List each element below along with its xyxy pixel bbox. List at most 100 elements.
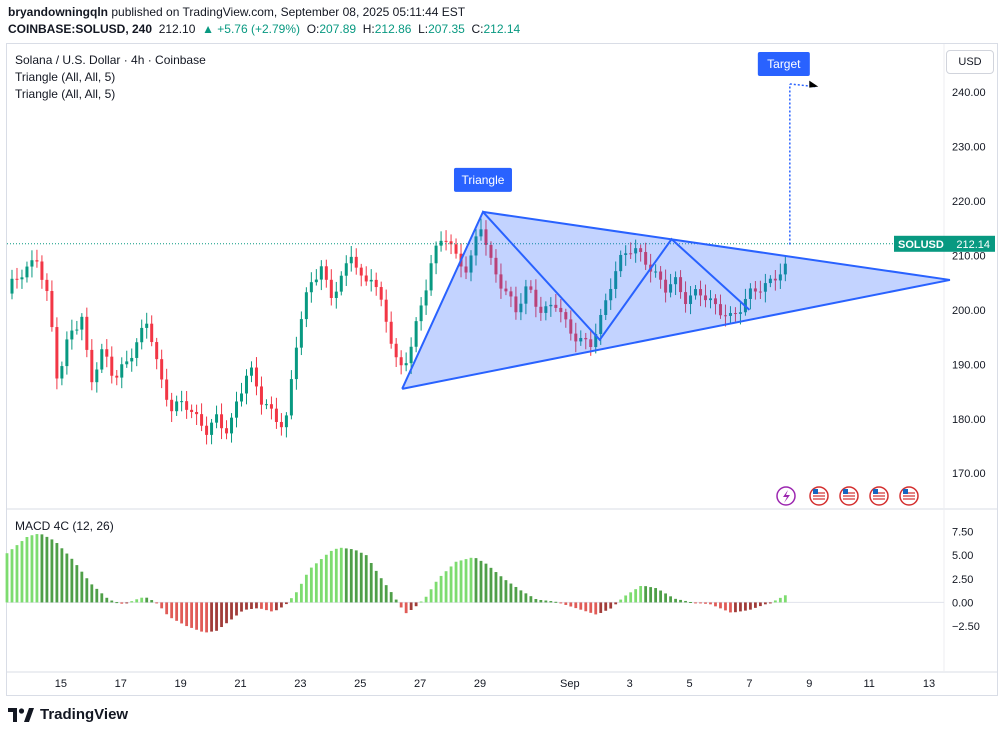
published-text: published on TradingView.com, September … — [111, 5, 466, 19]
macd-histogram-bar — [744, 602, 747, 611]
macd-histogram-bar — [95, 588, 99, 603]
candle-body — [145, 323, 149, 328]
macd-histogram-bar — [394, 599, 398, 603]
candle-body — [484, 229, 488, 245]
candle-body — [614, 271, 618, 289]
macd-histogram-bar — [634, 589, 638, 603]
macd-histogram-bar — [250, 602, 253, 609]
candle-body — [429, 263, 433, 291]
macd-histogram-bar — [609, 602, 613, 609]
macd-histogram-bar — [200, 602, 203, 632]
candle-body — [394, 343, 398, 358]
triangle-zigzag — [401, 210, 751, 390]
candle-body — [758, 291, 762, 293]
candle-body — [414, 321, 418, 347]
macd-histogram-bar — [170, 602, 174, 619]
triangle-indicator-legend-2[interactable]: Triangle (All, All, 5) — [15, 87, 116, 101]
time-tick-label: 7 — [746, 678, 752, 690]
price-tick-label: 180.00 — [952, 414, 986, 426]
candle-body — [205, 425, 209, 435]
candle-body — [175, 401, 179, 412]
macd-histogram-bar — [304, 574, 308, 603]
candle-body — [85, 316, 89, 350]
high-label: H: — [362, 22, 375, 36]
macd-histogram-bar — [419, 601, 423, 603]
candle-body — [509, 291, 513, 297]
macd-histogram-bar — [783, 595, 787, 603]
price-tick-label: 170.00 — [952, 468, 986, 480]
macd-histogram-bar — [514, 586, 518, 603]
candle-body — [140, 327, 144, 343]
macd-histogram-bar — [449, 566, 453, 603]
candle-body — [639, 248, 643, 253]
candle-body — [728, 313, 732, 316]
candle-body — [778, 274, 782, 281]
candle-body — [524, 286, 528, 304]
macd-histogram-bar — [285, 602, 288, 605]
macd-histogram-bar — [319, 559, 323, 603]
macd-histogram-bar — [429, 589, 433, 603]
candle-body — [723, 315, 727, 317]
candle-body — [574, 333, 578, 342]
candle-body — [105, 349, 109, 357]
macd-histogram-bar — [664, 593, 667, 603]
candle-body — [579, 337, 583, 342]
candle-body — [369, 279, 373, 282]
macd-tick-label: 0.00 — [952, 597, 973, 609]
time-tick-label: 27 — [414, 678, 426, 690]
macd-histogram-bar — [175, 602, 179, 621]
candle-body — [773, 278, 777, 281]
macd-histogram-bar — [734, 602, 737, 613]
macd-histogram-bar — [195, 602, 198, 630]
last-price: 212.10 — [158, 22, 196, 36]
macd-histogram-bar — [90, 584, 94, 603]
candle-body — [185, 401, 189, 410]
time-tick-label: 21 — [234, 678, 246, 690]
currency-button[interactable]: USD — [946, 50, 994, 74]
candle-body — [409, 346, 413, 364]
candle-body — [554, 304, 558, 308]
candle-body — [549, 304, 553, 307]
macd-histogram-bar — [554, 601, 558, 603]
macd-histogram-bar — [749, 602, 752, 610]
triangle-indicator-legend-1[interactable]: Triangle (All, All, 5) — [15, 70, 116, 84]
macd-histogram-bar — [499, 576, 503, 603]
macd-histogram-bar — [165, 602, 169, 615]
macd-histogram-bar — [544, 600, 548, 603]
candle-body — [289, 379, 293, 416]
macd-histogram-bar — [349, 549, 353, 603]
candle-body — [444, 240, 448, 242]
macd-histogram-bar — [5, 553, 9, 603]
tradingview-logo[interactable]: TradingView — [8, 706, 128, 723]
macd-histogram-bar — [379, 578, 383, 603]
macd-histogram-bar — [359, 552, 363, 603]
macd-histogram-bar — [539, 600, 543, 603]
candle-body — [684, 292, 688, 305]
open-label: O: — [306, 22, 320, 36]
macd-histogram-bar — [619, 599, 623, 603]
flag-canton — [813, 489, 818, 494]
time-tick-label: 17 — [115, 678, 127, 690]
flag-canton — [843, 489, 848, 494]
time-tick-label: Sep — [560, 678, 580, 690]
publish-info: bryandowningqln published on TradingView… — [8, 5, 465, 19]
candle-body — [544, 306, 548, 313]
macd-histogram-bar — [85, 578, 89, 603]
macd-histogram-bar — [25, 537, 29, 603]
candle-body — [115, 375, 119, 378]
macd-histogram-bar — [724, 602, 727, 611]
price-tick-label: 240.00 — [952, 87, 986, 99]
macd-histogram-bar — [684, 600, 687, 603]
lightning-glyph — [783, 490, 790, 503]
macd-histogram-bar — [155, 602, 159, 604]
macd-legend[interactable]: MACD 4C (12, 26) — [15, 519, 114, 533]
macd-histogram-bar — [504, 580, 508, 603]
macd-histogram-bar — [299, 583, 303, 603]
triangle-label: Triangle — [462, 173, 505, 187]
flag-canton — [873, 489, 878, 494]
author-name[interactable]: bryandowningqln — [8, 5, 108, 19]
macd-histogram-bar — [389, 592, 393, 603]
chart-frame — [6, 43, 998, 696]
candle-body — [55, 327, 59, 379]
